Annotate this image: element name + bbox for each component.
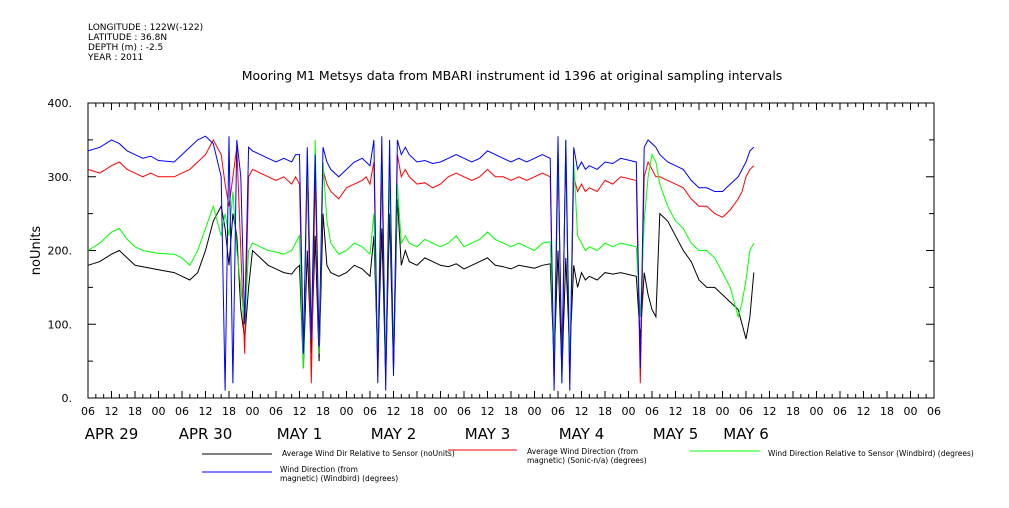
x-tick-label: 00 — [716, 405, 730, 418]
x-date-label: APR 30 — [179, 425, 233, 443]
x-tick-label: 06 — [645, 405, 659, 418]
x-tick-label: 12 — [387, 405, 401, 418]
chart-title: Mooring M1 Metsys data from MBARI instru… — [242, 68, 783, 83]
legend-label-2: magnetic) (Sonic-n/a) (degrees) — [527, 456, 647, 465]
axes-layer: 0. 100. 200. 300. 400. 06 12 18 00 06 12 18 00 06 12 18… — [29, 97, 941, 443]
x-tick-label: 06 — [457, 405, 471, 418]
plot-frame — [87, 102, 935, 399]
x-tick-label: 12 — [199, 405, 213, 418]
legend-label-3: Wind Direction Relative to Sensor (Windb… — [768, 449, 974, 458]
x-date-label: MAY 5 — [653, 425, 699, 443]
meta-longitude: LONGITUDE : 122W(-122) — [88, 23, 203, 33]
x-tick-label: 18 — [316, 405, 330, 418]
x-tick-label: 18 — [692, 405, 706, 418]
legend: Average Wind Dir Relative to Sensor (noU… — [202, 447, 974, 483]
meta-latitude: LATITUDE : 36.8N — [88, 33, 167, 43]
y-tick-label: 200. — [48, 245, 73, 258]
series-line-3 — [87, 139, 755, 384]
series-line-4 — [87, 135, 755, 391]
x-tick-label: 12 — [105, 405, 119, 418]
y-tick-label: 100. — [48, 318, 73, 331]
y-tick-label: 400. — [48, 97, 73, 110]
x-tick-label: 18 — [128, 405, 142, 418]
x-tick-label: 12 — [763, 405, 777, 418]
x-date-label: APR 29 — [85, 425, 139, 443]
x-tick-label: 06 — [269, 405, 283, 418]
legend-label-4: magnetic) (Windbird) (degrees) — [280, 474, 398, 483]
legend-label-1: Average Wind Dir Relative to Sensor (noU… — [282, 449, 455, 458]
x-tick-label: 12 — [293, 405, 307, 418]
x-date-label: MAY 6 — [723, 425, 769, 443]
meta-depth: DEPTH (m) : -2.5 — [88, 43, 163, 53]
x-tick-label: 18 — [880, 405, 894, 418]
x-tick-label: 00 — [810, 405, 824, 418]
legend-label-2: Average Wind Direction (from — [527, 447, 638, 456]
x-tick-label: 00 — [904, 405, 918, 418]
x-tick-label: 12 — [575, 405, 589, 418]
x-tick-label: 06 — [833, 405, 847, 418]
x-date-label: MAY 3 — [465, 425, 511, 443]
x-tick-label: 06 — [81, 405, 95, 418]
legend-label-4: Wind Direction (from — [280, 465, 358, 474]
x-tick-label: 00 — [340, 405, 354, 418]
y-tick-label: 300. — [48, 171, 73, 184]
x-date-label: MAY 1 — [277, 425, 323, 443]
x-tick-label: 06 — [175, 405, 189, 418]
x-date-label: MAY 4 — [559, 425, 605, 443]
x-tick-label: 18 — [786, 405, 800, 418]
x-tick-label: 12 — [481, 405, 495, 418]
x-tick-label: 00 — [434, 405, 448, 418]
meta-year: YEAR : 2011 — [87, 53, 143, 63]
x-tick-label: 18 — [504, 405, 518, 418]
x-tick-label: 00 — [528, 405, 542, 418]
y-axis-label: noUnits — [29, 226, 44, 276]
series-line-1 — [87, 198, 755, 376]
x-tick-label: 18 — [598, 405, 612, 418]
series-line-2 — [87, 138, 755, 384]
metadata-block: LONGITUDE : 122W(-122) LATITUDE : 36.8N … — [87, 23, 203, 63]
x-tick-label: 12 — [857, 405, 871, 418]
x-tick-label: 00 — [246, 405, 260, 418]
x-tick-label: 06 — [927, 405, 941, 418]
x-tick-label: 06 — [739, 405, 753, 418]
x-tick-label: 00 — [622, 405, 636, 418]
x-tick-label: 00 — [152, 405, 166, 418]
x-tick-label: 12 — [669, 405, 683, 418]
x-tick-label: 18 — [410, 405, 424, 418]
y-tick-label: 0. — [62, 392, 73, 405]
x-tick-label: 06 — [363, 405, 377, 418]
x-tick-label: 06 — [551, 405, 565, 418]
x-tick-label: 18 — [222, 405, 236, 418]
x-date-label: MAY 2 — [371, 425, 417, 443]
series-layer — [87, 135, 755, 391]
